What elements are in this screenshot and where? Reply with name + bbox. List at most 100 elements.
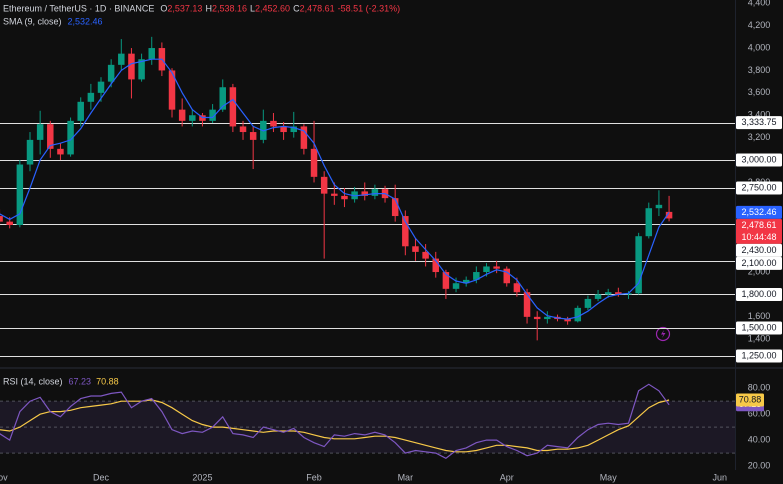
candle-body xyxy=(361,191,368,196)
candle-body xyxy=(300,126,308,149)
x-tick-label: Feb xyxy=(306,472,322,482)
candle-body xyxy=(584,298,592,308)
candle-body xyxy=(442,272,450,289)
countdown: 10:44:48 xyxy=(741,232,776,242)
x-tick-label: Apr xyxy=(500,472,514,482)
candle-body xyxy=(513,283,521,293)
rsi-tick-label: 20.00 xyxy=(748,460,771,470)
candle-body xyxy=(97,81,105,93)
candle-body xyxy=(391,198,399,217)
candle-body xyxy=(341,195,348,200)
candle-body xyxy=(310,148,318,177)
price-tag: 2,478.61 xyxy=(741,220,776,230)
candle-body xyxy=(665,211,673,219)
level-label: 3,000.00 xyxy=(741,154,776,164)
level-label: 1,800.00 xyxy=(741,289,776,299)
candle-body xyxy=(533,316,541,320)
x-tick-label: Jun xyxy=(713,472,728,482)
sma-line xyxy=(0,58,670,320)
level-label: 2,100.00 xyxy=(741,258,776,268)
legend-text: SMA (9, close) xyxy=(3,16,62,26)
x-tick-label: 2025 xyxy=(192,472,212,482)
candle-body xyxy=(412,246,419,252)
x-tick-label: May xyxy=(600,472,618,482)
rsi-tag-box xyxy=(736,393,764,407)
y-tick-label: 3,400 xyxy=(748,110,771,120)
legend-text: -58.51 (-2.31%) xyxy=(338,3,401,13)
level-label-box xyxy=(736,321,782,335)
candle-body xyxy=(574,307,582,322)
level-label-box xyxy=(736,287,782,301)
candle-body xyxy=(77,101,84,121)
candle-body xyxy=(483,266,490,273)
level-label: 2,750.00 xyxy=(741,182,776,192)
rsi-tick-label: 80.00 xyxy=(748,383,771,393)
candle-body xyxy=(422,251,429,259)
level-label-box xyxy=(736,243,782,257)
candle-body xyxy=(118,53,125,65)
y-tick-label: 4,200 xyxy=(748,20,771,30)
legend-text: 2,538.16 xyxy=(212,3,247,13)
candle-body xyxy=(432,258,440,273)
candle-body xyxy=(239,126,247,133)
candle-body xyxy=(493,266,500,269)
legend-text: 2,532.46 xyxy=(68,16,103,26)
price-tag-box xyxy=(736,218,782,244)
level-label-box xyxy=(736,153,782,167)
candle-body xyxy=(564,319,571,322)
candle-body xyxy=(178,109,186,121)
price-tag-box xyxy=(736,205,782,219)
candle-body xyxy=(523,292,531,317)
x-tick-label: Mar xyxy=(398,472,414,482)
candle-body xyxy=(249,132,257,140)
rsi-ma-line xyxy=(0,399,670,453)
candle-body xyxy=(645,208,653,237)
candle-body xyxy=(67,120,74,155)
candle-body xyxy=(544,316,551,320)
level-label-box xyxy=(736,349,782,363)
legend-text: 2,478.61 xyxy=(300,3,335,13)
x-tick-label: Dec xyxy=(93,472,110,482)
candle-body xyxy=(615,292,622,295)
level-label: 1,250.00 xyxy=(741,350,776,360)
legend-text: O xyxy=(160,3,167,13)
candle-body xyxy=(128,53,135,80)
legend-text: Ethereum / TetherUS · 1D · BINANCE xyxy=(3,3,154,13)
candle-body xyxy=(168,70,176,110)
candle-body xyxy=(635,236,642,294)
level-label: 1,500.00 xyxy=(741,322,776,332)
level-label-box xyxy=(736,181,782,195)
y-tick-label: 4,400 xyxy=(748,0,771,8)
candle-body xyxy=(6,221,13,226)
candle-body xyxy=(462,279,470,284)
candle-body xyxy=(87,92,95,102)
candle-body xyxy=(473,272,480,280)
alert-icon[interactable] xyxy=(655,326,671,342)
legend-text: L xyxy=(250,3,255,13)
legend-text: C xyxy=(293,3,300,13)
y-tick-label: 3,800 xyxy=(748,65,771,75)
y-tick-label: 1,400 xyxy=(748,334,771,344)
candle-body xyxy=(503,268,511,284)
level-label-box xyxy=(736,256,782,270)
x-tick-label: Nov xyxy=(0,472,8,482)
candle-body xyxy=(320,176,328,194)
candle-body xyxy=(331,193,338,196)
candle-body xyxy=(36,124,44,140)
rsi-tick-label: 60.00 xyxy=(748,409,771,419)
candle-body xyxy=(452,283,460,289)
candle-body xyxy=(57,148,64,155)
price-tag: 2,532.46 xyxy=(741,207,776,217)
rsi-tick-label: 40.00 xyxy=(748,435,771,445)
candle-body xyxy=(0,216,3,222)
candle-body xyxy=(138,59,145,80)
legend-text: RSI (14, close) xyxy=(3,376,63,386)
candles xyxy=(0,36,673,341)
candle-body xyxy=(16,164,24,226)
candle-body xyxy=(26,139,34,165)
y-tick-label: 2,000 xyxy=(748,266,771,276)
y-tick-label: 3,600 xyxy=(748,87,771,97)
legend-text: 70.88 xyxy=(96,376,119,386)
candle-body xyxy=(189,115,196,121)
